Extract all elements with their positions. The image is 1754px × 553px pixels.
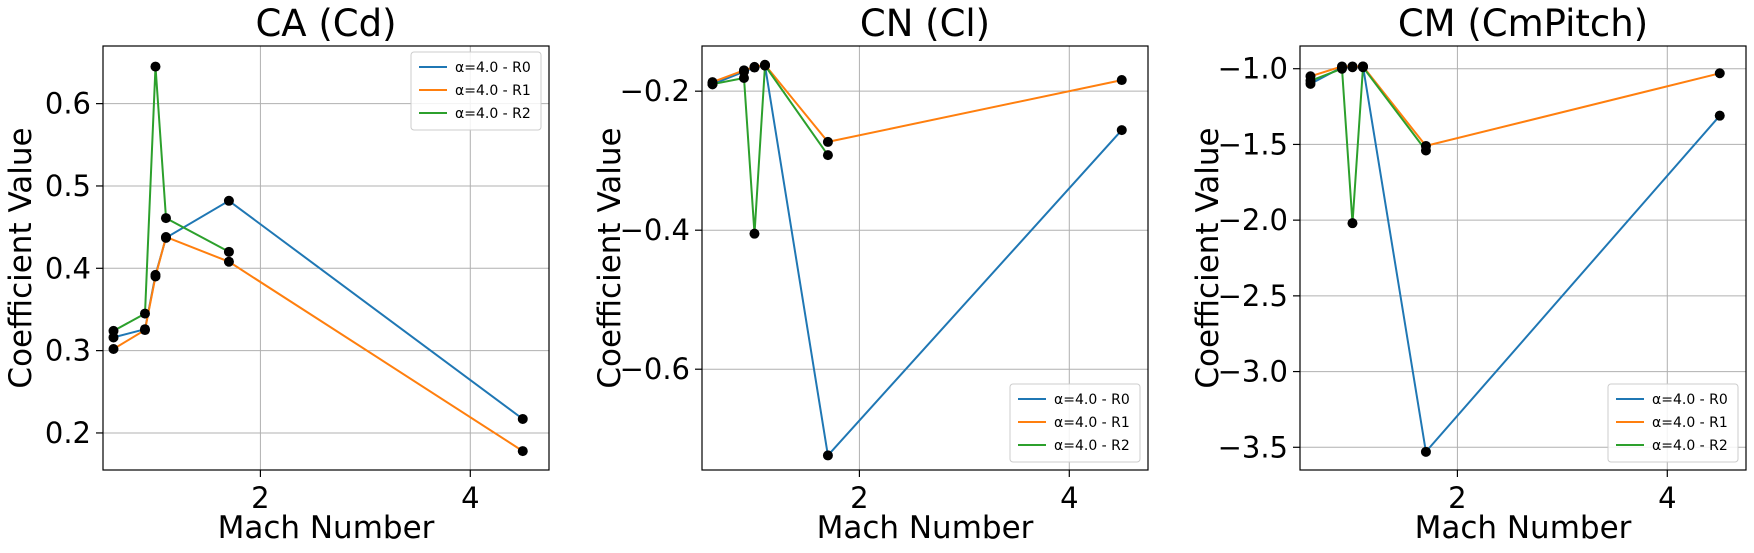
y-axis-label: Coefficient Value: [1190, 127, 1226, 388]
data-point: [749, 61, 760, 72]
series-line-3: [113, 66, 230, 332]
data-point: [1420, 446, 1431, 457]
y-tick-label: 0.6: [45, 87, 91, 121]
x-tick-label: 2: [251, 481, 269, 515]
data-point: [1116, 75, 1127, 86]
data-point: [1420, 145, 1431, 156]
data-point: [1305, 75, 1316, 86]
legend-box: [1009, 383, 1141, 463]
y-tick-label: 0.3: [45, 334, 91, 368]
legend-label: α=4.0 - R2: [1054, 438, 1130, 454]
data-point: [517, 446, 528, 457]
series-line-2: [1310, 65, 1721, 148]
y-tick-label: 0.2: [45, 416, 91, 450]
data-point: [1357, 62, 1368, 73]
y-tick-label: −1.5: [1218, 127, 1288, 161]
data-point: [759, 60, 770, 71]
x-tick-label: 4: [1060, 481, 1078, 515]
series-line-2: [112, 235, 524, 452]
legend-label: α=4.0 - R1: [1652, 415, 1728, 431]
x-axis-label: Mach Number: [817, 510, 1034, 546]
data-point: [822, 150, 833, 161]
data-point: [1116, 125, 1127, 136]
data-point: [160, 232, 171, 243]
x-tick-label: 2: [1448, 481, 1466, 515]
series-line-3: [1310, 64, 1427, 224]
legend: α=4.0 - R0 α=4.0 - R1 α=4.0 - R2: [1607, 383, 1739, 463]
x-tick-label: 4: [1658, 481, 1676, 515]
data-point: [517, 413, 528, 424]
legend-label: α=4.0 - R0: [1054, 392, 1130, 408]
data-point: [139, 325, 150, 336]
legend-label: α=4.0 - R0: [455, 60, 531, 76]
series-line-1: [113, 199, 524, 420]
y-axis-label: Coefficient Value: [3, 127, 39, 388]
y-tick-label: −1.0: [1218, 52, 1288, 86]
x-axis-label: Mach Number: [1415, 510, 1632, 546]
legend: α=4.0 - R0 α=4.0 - R1 α=4.0 - R2: [1009, 383, 1141, 463]
x-axis-label: Mach Number: [218, 510, 435, 546]
chart-3: 2 4 −1.0 −1.5 −2.0 −2.5 −3.0 −3.5 CM (CmPitch) Ma…: [1190, 2, 1747, 546]
legend-label: α=4.0 - R1: [455, 83, 531, 99]
data-point: [749, 228, 760, 239]
chart-title: CN (Cl): [860, 2, 990, 45]
data-point: [822, 450, 833, 461]
legend-label: α=4.0 - R0: [1652, 392, 1728, 408]
data-point: [822, 136, 833, 147]
data-point: [738, 65, 749, 76]
y-tick-label: −3.0: [1218, 355, 1288, 389]
data-point: [108, 343, 119, 354]
y-tick-label: 0.4: [45, 251, 91, 285]
y-tick-label: −0.4: [620, 213, 690, 247]
series-line-2: [712, 63, 1123, 144]
legend-label: α=4.0 - R2: [1652, 438, 1728, 454]
data-point: [1347, 218, 1358, 229]
chart-2: 2 4 −0.2 −0.4 −0.6 CN (Cl) Mach Number Coeffici…: [592, 2, 1149, 546]
legend-box: [410, 51, 542, 131]
y-tick-label: −2.0: [1218, 203, 1288, 237]
data-point: [1336, 63, 1347, 74]
data-point: [150, 61, 161, 72]
data-point: [738, 72, 749, 83]
data-point: [223, 256, 234, 267]
legend-box: [1607, 383, 1739, 463]
data-point: [139, 308, 150, 319]
y-tick-label: −0.2: [620, 74, 690, 108]
data-point: [223, 195, 234, 206]
chart-title: CA (Cd): [255, 2, 396, 45]
data-point: [707, 79, 718, 90]
y-tick-label: 0.5: [45, 169, 91, 203]
data-point: [1347, 61, 1358, 72]
data-point: [223, 246, 234, 257]
data-point: [1714, 110, 1725, 121]
chart-1: 2 4 0.2 0.3 0.4 0.5 0.6 CA (Cd) Mach Number Coeff…: [3, 2, 550, 546]
legend-label: α=4.0 - R1: [1054, 415, 1130, 431]
data-point: [108, 325, 119, 336]
legend-label: α=4.0 - R2: [455, 106, 531, 122]
x-tick-label: 2: [850, 481, 868, 515]
y-axis-label: Coefficient Value: [592, 127, 628, 388]
plot-frame: [102, 45, 550, 471]
plot-frame: [1299, 45, 1747, 471]
y-tick-label: −3.5: [1218, 430, 1288, 464]
y-tick-label: −0.6: [620, 352, 690, 386]
data-point: [1714, 68, 1725, 79]
data-point: [160, 213, 171, 224]
plot-frame: [701, 45, 1149, 471]
data-point: [150, 271, 161, 282]
x-tick-label: 4: [461, 481, 479, 515]
y-tick-label: −2.5: [1218, 279, 1288, 313]
chart-title: CM (CmPitch): [1398, 2, 1648, 45]
legend: α=4.0 - R0 α=4.0 - R1 α=4.0 - R2: [410, 51, 542, 131]
